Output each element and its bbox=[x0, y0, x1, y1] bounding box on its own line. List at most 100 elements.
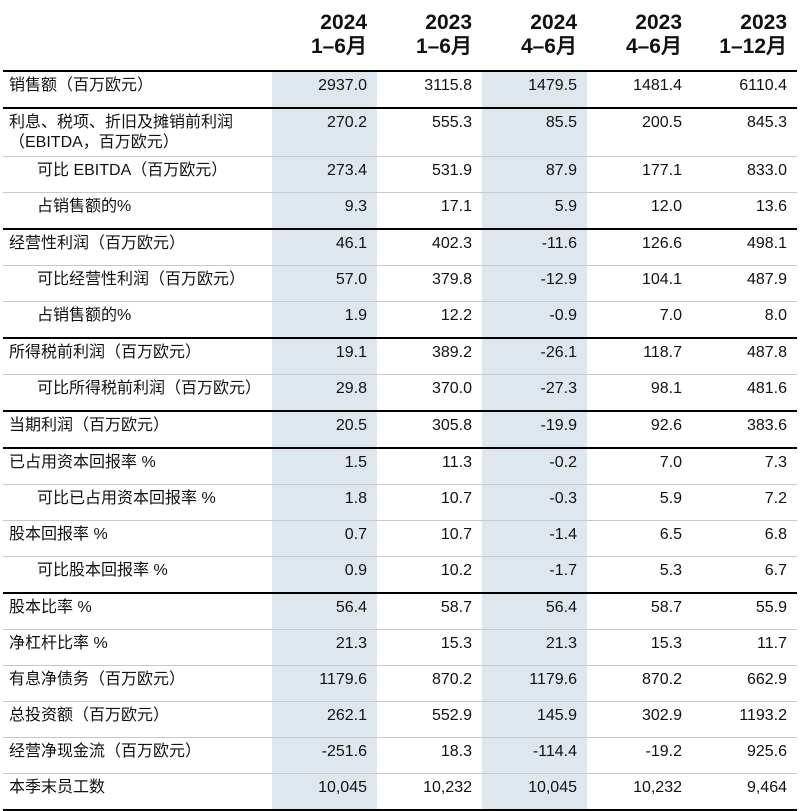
row-label: 可比已占用资本回报率 % bbox=[3, 484, 272, 521]
column-year: 2023 bbox=[635, 11, 682, 34]
header-row: 1–6月 1–6月 4–6月 4–6月 1–12月 bbox=[3, 35, 797, 71]
row-label: 所得税前利润（百万欧元） bbox=[3, 338, 272, 375]
cell-value: 1.8 bbox=[272, 484, 377, 521]
cell-value: -114.4 bbox=[482, 737, 587, 774]
cell-value: 481.6 bbox=[692, 374, 797, 412]
row-label: 净杠杆比率 % bbox=[3, 629, 272, 666]
cell-value: 6.8 bbox=[692, 520, 797, 557]
cell-value: 1179.6 bbox=[272, 665, 377, 702]
cell-value: -0.2 bbox=[482, 448, 587, 485]
cell-value: 57.0 bbox=[272, 265, 377, 302]
cell-value: 21.3 bbox=[482, 629, 587, 666]
cell-value: 12.0 bbox=[587, 192, 692, 230]
cell-value: 11.7 bbox=[692, 629, 797, 666]
cell-value: 10.2 bbox=[377, 556, 482, 594]
cell-value: 1179.6 bbox=[482, 665, 587, 702]
row-label: 本季末员工数 bbox=[3, 773, 272, 811]
cell-value: 10,232 bbox=[587, 773, 692, 811]
cell-value: -19.9 bbox=[482, 411, 587, 449]
table-row: 所得税前利润（百万欧元） 19.1 389.2 -26.1 118.7 487.8 bbox=[3, 338, 797, 375]
cell-value: 10.7 bbox=[377, 520, 482, 557]
cell-value: 104.1 bbox=[587, 265, 692, 302]
cell-value: 56.4 bbox=[482, 593, 587, 630]
cell-value: 302.9 bbox=[587, 701, 692, 738]
table-row: 本季末员工数 10,045 10,232 10,045 10,232 9,464 bbox=[3, 773, 797, 811]
cell-value: 18.3 bbox=[377, 737, 482, 774]
cell-value: 6.5 bbox=[587, 520, 692, 557]
cell-value: 10,045 bbox=[272, 773, 377, 811]
cell-value: 177.1 bbox=[587, 156, 692, 193]
table-row: 销售额（百万欧元） 2937.0 3115.8 1479.5 1481.4 6110.4 bbox=[3, 71, 797, 109]
cell-value: -1.7 bbox=[482, 556, 587, 594]
cell-value: 126.6 bbox=[587, 229, 692, 266]
row-label: 利息、税项、折旧及摊销前利润（EBITDA，百万欧元） bbox=[3, 108, 272, 157]
cell-value: 3115.8 bbox=[377, 71, 482, 109]
column-year: 2024 bbox=[530, 11, 577, 34]
cell-value: -0.3 bbox=[482, 484, 587, 521]
table-row: 有息净债务（百万欧元） 1179.6 870.2 1179.6 870.2 662.9 bbox=[3, 665, 797, 702]
column-period: 4–6月 bbox=[625, 35, 682, 58]
cell-value: 402.3 bbox=[377, 229, 482, 266]
cell-value: 6.7 bbox=[692, 556, 797, 594]
cell-value: -251.6 bbox=[272, 737, 377, 774]
cell-value: -19.2 bbox=[587, 737, 692, 774]
cell-value: 10,045 bbox=[482, 773, 587, 811]
cell-value: 555.3 bbox=[377, 108, 482, 157]
cell-value: 0.7 bbox=[272, 520, 377, 557]
cell-value: 305.8 bbox=[377, 411, 482, 449]
cell-value: 46.1 bbox=[272, 229, 377, 266]
cell-value: -0.9 bbox=[482, 301, 587, 339]
table-row: 已占用资本回报率 % 1.5 11.3 -0.2 7.0 7.3 bbox=[3, 448, 797, 485]
table-row: 经营性利润（百万欧元） 46.1 402.3 -11.6 126.6 498.1 bbox=[3, 229, 797, 266]
table-row: 净杠杆比率 % 21.3 15.3 21.3 15.3 11.7 bbox=[3, 629, 797, 666]
cell-value: 19.1 bbox=[272, 338, 377, 375]
cell-value: 383.6 bbox=[692, 411, 797, 449]
table-body: 销售额（百万欧元） 2937.0 3115.8 1479.5 1481.4 6110.4 利… bbox=[3, 71, 797, 811]
cell-value: 552.9 bbox=[377, 701, 482, 738]
financial-table: 2024 2023 2024 2023 2023 1–6月 1–6月 4–6月 4–6月 1–12… bbox=[3, 0, 797, 811]
column-year: 2023 bbox=[425, 11, 472, 34]
cell-value: 498.1 bbox=[692, 229, 797, 266]
cell-value: 870.2 bbox=[377, 665, 482, 702]
column-period: 1–12月 bbox=[719, 35, 787, 58]
cell-value: 487.9 bbox=[692, 265, 797, 302]
cell-value: 98.1 bbox=[587, 374, 692, 412]
table-row: 股本比率 % 56.4 58.7 56.4 58.7 55.9 bbox=[3, 593, 797, 630]
cell-value: 925.6 bbox=[692, 737, 797, 774]
cell-value: 55.9 bbox=[692, 593, 797, 630]
cell-value: 1481.4 bbox=[587, 71, 692, 109]
cell-value: 9.3 bbox=[272, 192, 377, 230]
table-row: 利息、税项、折旧及摊销前利润（EBITDA，百万欧元） 270.2 555.3 85.… bbox=[3, 108, 797, 157]
column-period: 4–6月 bbox=[520, 35, 577, 58]
table-row: 可比 EBITDA（百万欧元） 273.4 531.9 87.9 177.1 833.0 bbox=[3, 156, 797, 193]
cell-value: 1.9 bbox=[272, 301, 377, 339]
cell-value: 262.1 bbox=[272, 701, 377, 738]
row-label: 销售额（百万欧元） bbox=[3, 71, 272, 109]
row-label: 占销售额的% bbox=[3, 301, 272, 339]
cell-value: -11.6 bbox=[482, 229, 587, 266]
cell-value: 870.2 bbox=[587, 665, 692, 702]
table-row: 占销售额的% 9.3 17.1 5.9 12.0 13.6 bbox=[3, 192, 797, 230]
cell-value: -26.1 bbox=[482, 338, 587, 375]
cell-value: 389.2 bbox=[377, 338, 482, 375]
cell-value: 7.2 bbox=[692, 484, 797, 521]
row-label: 可比股本回报率 % bbox=[3, 556, 272, 594]
cell-value: 370.0 bbox=[377, 374, 482, 412]
cell-value: 20.5 bbox=[272, 411, 377, 449]
cell-value: -12.9 bbox=[482, 265, 587, 302]
cell-value: 87.9 bbox=[482, 156, 587, 193]
cell-value: 487.8 bbox=[692, 338, 797, 375]
corner bbox=[3, 0, 272, 35]
table-row: 可比已占用资本回报率 % 1.8 10.7 -0.3 5.9 7.2 bbox=[3, 484, 797, 521]
table-row: 占销售额的% 1.9 12.2 -0.9 7.0 8.0 bbox=[3, 301, 797, 339]
column-year: 2023 bbox=[740, 11, 787, 34]
cell-value: 92.6 bbox=[587, 411, 692, 449]
cell-value: 56.4 bbox=[272, 593, 377, 630]
cell-value: 7.0 bbox=[587, 301, 692, 339]
table-row: 可比经营性利润（百万欧元） 57.0 379.8 -12.9 104.1 487.9 bbox=[3, 265, 797, 302]
cell-value: 85.5 bbox=[482, 108, 587, 157]
row-label: 经营净现金流（百万欧元） bbox=[3, 737, 272, 774]
cell-value: 270.2 bbox=[272, 108, 377, 157]
row-label: 当期利润（百万欧元） bbox=[3, 411, 272, 449]
cell-value: 10,232 bbox=[377, 773, 482, 811]
